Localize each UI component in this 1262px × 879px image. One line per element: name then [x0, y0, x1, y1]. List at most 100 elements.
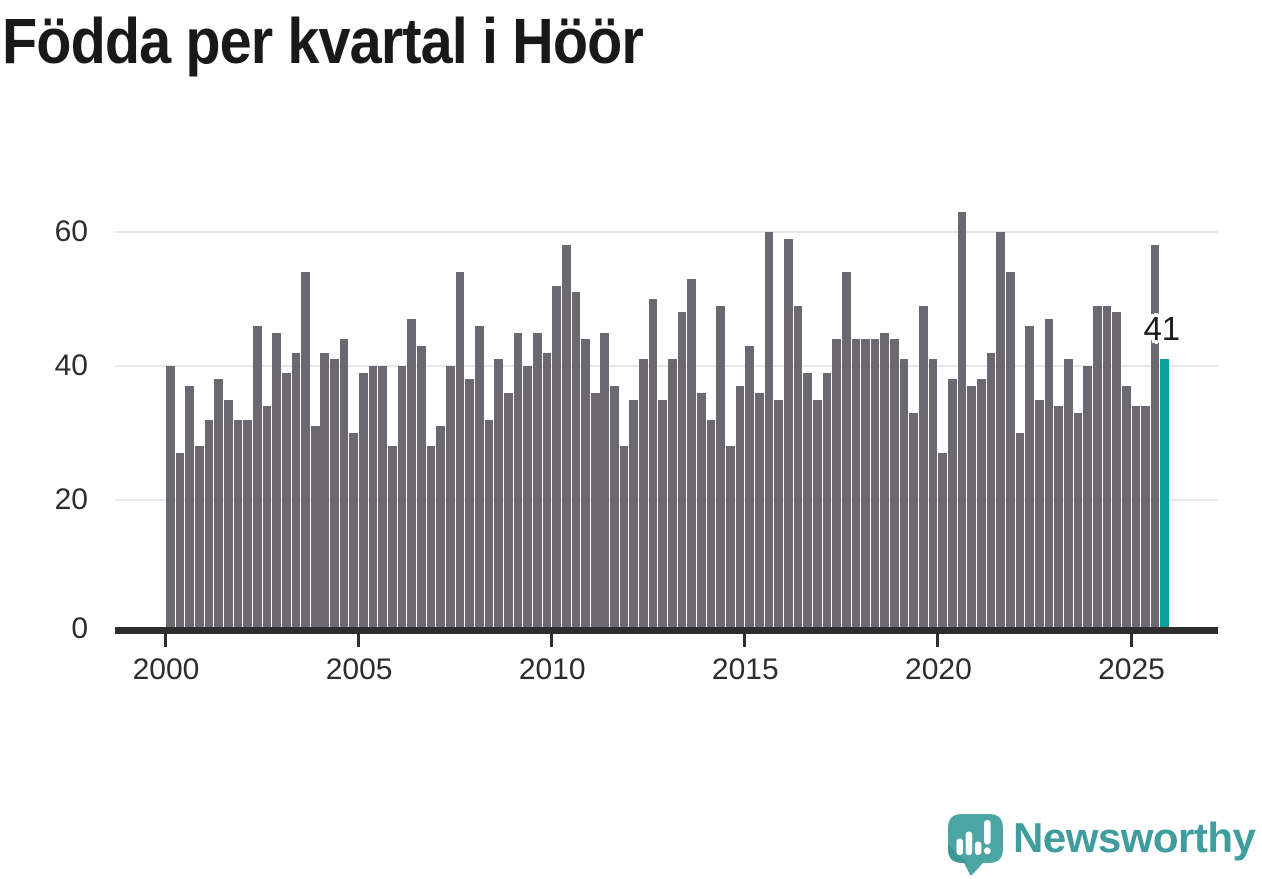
- newsworthy-logo: Newsworthy: [947, 813, 1256, 876]
- bar: [890, 339, 899, 634]
- bar: [532, 332, 542, 634]
- bar: [812, 399, 822, 634]
- newsworthy-speech-bubble-chart-icon: [948, 814, 1003, 876]
- bar: [600, 332, 610, 634]
- bar: [967, 386, 977, 634]
- y-tick-label-60: 60: [54, 215, 88, 248]
- y-tick-label-0: 0: [71, 612, 88, 645]
- bar: [571, 292, 581, 634]
- highlight-value-label: 41: [1143, 310, 1181, 347]
- x-tick-label-2010: 2010: [518, 653, 586, 686]
- bar: [648, 299, 658, 634]
- bar: [175, 453, 185, 634]
- bar: [832, 339, 841, 634]
- bar: [1015, 433, 1025, 634]
- bar: [677, 312, 687, 634]
- bar: [629, 399, 639, 634]
- x-axis-line: [115, 627, 1218, 634]
- bar: [590, 392, 600, 634]
- x-tick-2010: [550, 634, 554, 647]
- bar: [793, 305, 803, 634]
- bar: [716, 305, 726, 634]
- bar: [948, 379, 957, 634]
- bar: [783, 238, 793, 634]
- bar: [658, 399, 668, 634]
- bar: [697, 392, 706, 634]
- bar: [822, 372, 832, 634]
- bar: [233, 419, 243, 634]
- chart-title: Födda per kvartal i Höör: [2, 5, 644, 77]
- bar: [252, 325, 262, 634]
- gridline-40: [115, 365, 1218, 367]
- bar: [561, 245, 571, 634]
- bar: [803, 372, 812, 634]
- bar: [262, 406, 272, 634]
- bar: [1005, 272, 1015, 634]
- bar: [1063, 359, 1073, 634]
- bar: [552, 285, 561, 634]
- gridline-60: [115, 231, 1218, 233]
- bar: [223, 399, 233, 634]
- x-tick-label-2015: 2015: [711, 653, 779, 686]
- x-tick-2025: [1129, 634, 1133, 647]
- x-tick-label-2025: 2025: [1098, 653, 1165, 686]
- bar: [764, 232, 774, 634]
- bar: [919, 305, 928, 634]
- bar: [706, 419, 716, 634]
- bar: [417, 345, 426, 634]
- bar: [909, 412, 919, 634]
- bar: [339, 339, 349, 634]
- bar: [474, 325, 484, 634]
- bar: [1131, 406, 1141, 634]
- bar: [1092, 305, 1102, 634]
- bar: [870, 339, 880, 634]
- bar: [1102, 305, 1112, 634]
- bar: [243, 419, 252, 634]
- bar: [928, 359, 938, 634]
- bar: [1034, 399, 1044, 634]
- bar: [204, 419, 214, 634]
- bar: [378, 366, 388, 634]
- bar: [639, 359, 648, 634]
- bar: [1044, 319, 1054, 634]
- bar: [687, 278, 697, 634]
- bar: [977, 379, 986, 634]
- bar: [754, 392, 764, 634]
- bar: [426, 446, 436, 634]
- bar: [272, 332, 281, 634]
- bar: [619, 446, 629, 634]
- x-tick-2005: [357, 634, 361, 647]
- bar: [1121, 386, 1131, 634]
- bar: [185, 386, 194, 634]
- bar: [581, 339, 590, 634]
- x-tick-label-2005: 2005: [325, 653, 393, 686]
- bar: [1083, 366, 1092, 634]
- bar: [349, 433, 359, 634]
- bar: [484, 419, 494, 634]
- bar: [668, 359, 677, 634]
- bar: [359, 372, 368, 634]
- bar: [397, 366, 407, 634]
- bar: [446, 366, 455, 634]
- bar: [861, 339, 870, 634]
- bar: [407, 319, 417, 634]
- bar: [1112, 312, 1121, 634]
- bar: [194, 446, 204, 634]
- bar: [725, 446, 735, 634]
- highlighted-bar: [1160, 359, 1170, 634]
- bar: [320, 352, 330, 634]
- x-tick-2000: [164, 634, 167, 647]
- bar: [745, 345, 754, 634]
- bar: [542, 352, 552, 634]
- bar: [465, 379, 474, 634]
- bar: [310, 426, 320, 634]
- bar: [166, 366, 175, 634]
- bar: [513, 332, 523, 634]
- bar: [986, 352, 996, 634]
- y-tick-label-40: 40: [54, 349, 88, 382]
- x-tick-2020: [936, 634, 940, 647]
- x-tick-2015: [743, 634, 747, 647]
- bar: [368, 366, 378, 634]
- bar: [610, 386, 619, 634]
- bar: [301, 272, 310, 634]
